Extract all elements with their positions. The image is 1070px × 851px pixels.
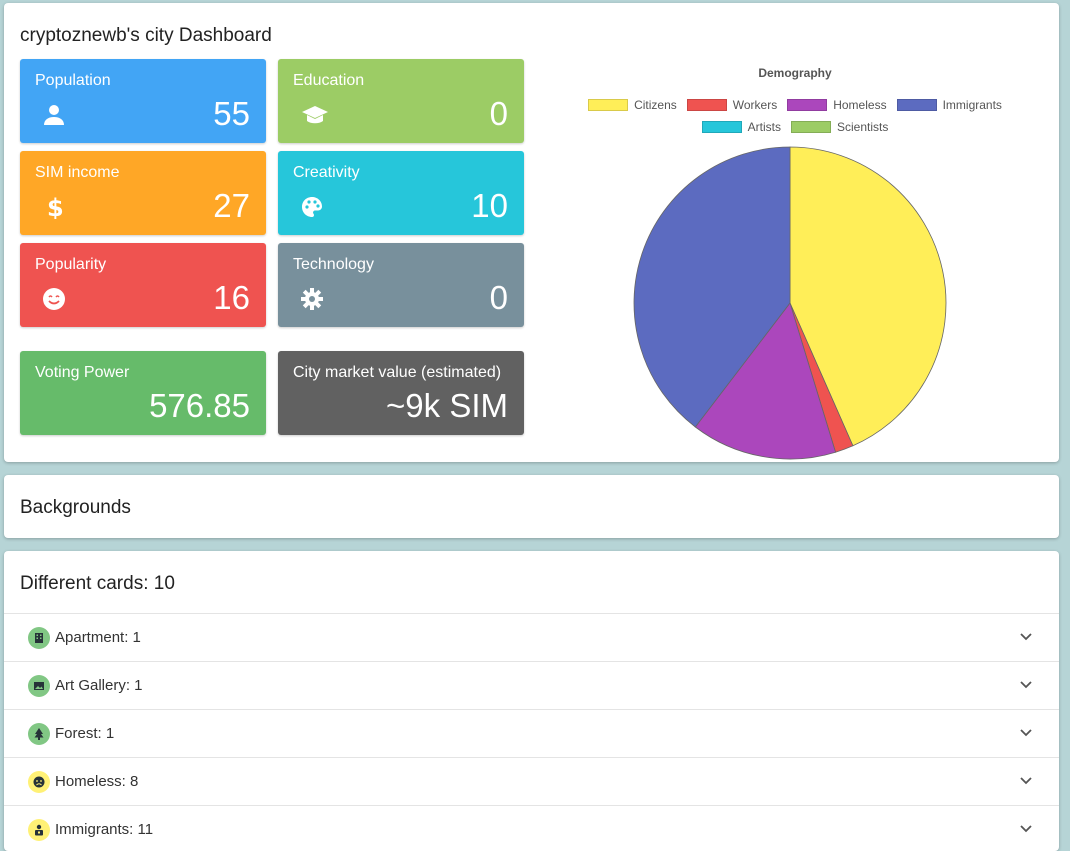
legend-label: Immigrants — [942, 98, 1002, 112]
person-bag-icon — [35, 824, 43, 836]
pie-slice-immigrants[interactable] — [633, 146, 791, 428]
chart-title: Demography — [758, 66, 832, 80]
backgrounds-panel[interactable]: Backgrounds — [4, 475, 1059, 538]
popularity-tile: Popularity 16 — [20, 243, 266, 327]
building-icon — [35, 633, 43, 643]
card-badge — [28, 627, 50, 649]
chart-legend: Citizens Workers Homeless Immigrants Artist… — [560, 98, 1030, 142]
backgrounds-title: Backgrounds — [20, 497, 131, 518]
creativity-value: 10 — [471, 187, 508, 224]
chevron-down-icon[interactable] — [1019, 630, 1033, 644]
dollar-icon: $ — [47, 195, 64, 219]
voting-power-value: 576.85 — [149, 387, 250, 424]
smiley-icon — [43, 288, 65, 310]
population-label: Population — [35, 72, 111, 89]
legend-item-immigrants[interactable]: Immigrants — [896, 98, 1002, 112]
legend-swatch — [686, 99, 727, 111]
legend-swatch — [787, 99, 828, 111]
sim-income-tile: SIM income $ 27 — [20, 151, 266, 235]
legend-item-homeless[interactable]: Homeless — [787, 98, 887, 112]
legend-label: Citizens — [634, 98, 677, 112]
education-value: 0 — [489, 95, 508, 132]
legend-label: Artists — [747, 120, 781, 134]
technology-tile: Technology 0 — [278, 243, 524, 327]
technology-label: Technology — [293, 256, 374, 273]
card-badge — [28, 675, 50, 697]
sim-income-label: SIM income — [35, 164, 120, 181]
card-row-immigrants[interactable]: Immigrants: 11 — [4, 805, 1059, 851]
card-row-label: Immigrants: 11 — [55, 821, 154, 838]
chevron-down-icon[interactable] — [1019, 678, 1033, 692]
cards-title: Different cards: 10 — [20, 573, 175, 594]
pie-slice-citizens[interactable] — [789, 146, 947, 447]
education-tile: Education 0 — [278, 59, 524, 143]
cards-panel: Different cards: 10 Apartment: 1 Art Gal… — [4, 551, 1059, 851]
population-tile: Population 55 — [20, 59, 266, 143]
chevron-down-icon[interactable] — [1019, 822, 1033, 836]
legend-swatch — [896, 99, 937, 111]
popularity-label: Popularity — [35, 256, 107, 273]
graduation-cap-icon — [302, 106, 328, 124]
person-icon — [44, 105, 64, 125]
creativity-tile: Creativity 10 — [278, 151, 524, 235]
demography-pie-chart — [633, 146, 947, 460]
sad-face-icon — [33, 776, 45, 788]
card-row-label: Art Gallery: 1 — [55, 677, 143, 694]
legend-label: Homeless — [833, 98, 887, 112]
market-value-value: ~9k SIM — [386, 387, 508, 424]
market-value-tile: City market value (estimated) ~9k SIM — [278, 351, 524, 435]
pie-slice-homeless[interactable] — [694, 302, 837, 460]
creativity-label: Creativity — [293, 164, 360, 181]
legend-item-citizens[interactable]: Citizens — [588, 98, 677, 112]
legend-item-scientists[interactable]: Scientists — [790, 120, 889, 134]
card-row-art-gallery[interactable]: Art Gallery: 1 — [4, 661, 1059, 709]
legend-item-artists[interactable]: Artists — [701, 120, 781, 134]
technology-value: 0 — [489, 279, 508, 316]
popularity-value: 16 — [213, 279, 250, 316]
card-row-label: Apartment: 1 — [55, 629, 141, 646]
voting-power-tile: Voting Power 576.85 — [20, 351, 266, 435]
card-badge — [28, 723, 50, 745]
card-row-label: Homeless: 8 — [55, 773, 139, 790]
tree-icon — [34, 728, 44, 740]
card-row-homeless[interactable]: Homeless: 8 — [4, 757, 1059, 805]
card-row-forest[interactable]: Forest: 1 — [4, 709, 1059, 757]
svg-text:$: $ — [47, 195, 64, 219]
palette-icon — [302, 197, 322, 217]
chevron-down-icon[interactable] — [1019, 774, 1033, 788]
voting-power-label: Voting Power — [35, 364, 130, 381]
legend-swatch — [588, 99, 629, 111]
legend-swatch — [701, 121, 742, 133]
gear-icon — [301, 288, 323, 310]
card-row-apartment[interactable]: Apartment: 1 — [4, 613, 1059, 661]
image-icon — [34, 682, 44, 690]
sim-income-value: 27 — [213, 187, 250, 224]
legend-swatch — [790, 121, 831, 133]
legend-label: Scientists — [836, 120, 889, 134]
dashboard-title: cryptoznewb's city Dashboard — [20, 25, 272, 46]
card-row-label: Forest: 1 — [55, 725, 115, 742]
card-badge — [28, 771, 50, 793]
population-value: 55 — [213, 95, 250, 132]
market-value-label: City market value (estimated) — [293, 364, 502, 381]
chevron-down-icon[interactable] — [1019, 726, 1033, 740]
card-badge — [28, 819, 50, 841]
education-label: Education — [293, 72, 365, 89]
legend-label: Workers — [732, 98, 778, 112]
legend-item-workers[interactable]: Workers — [686, 98, 778, 112]
